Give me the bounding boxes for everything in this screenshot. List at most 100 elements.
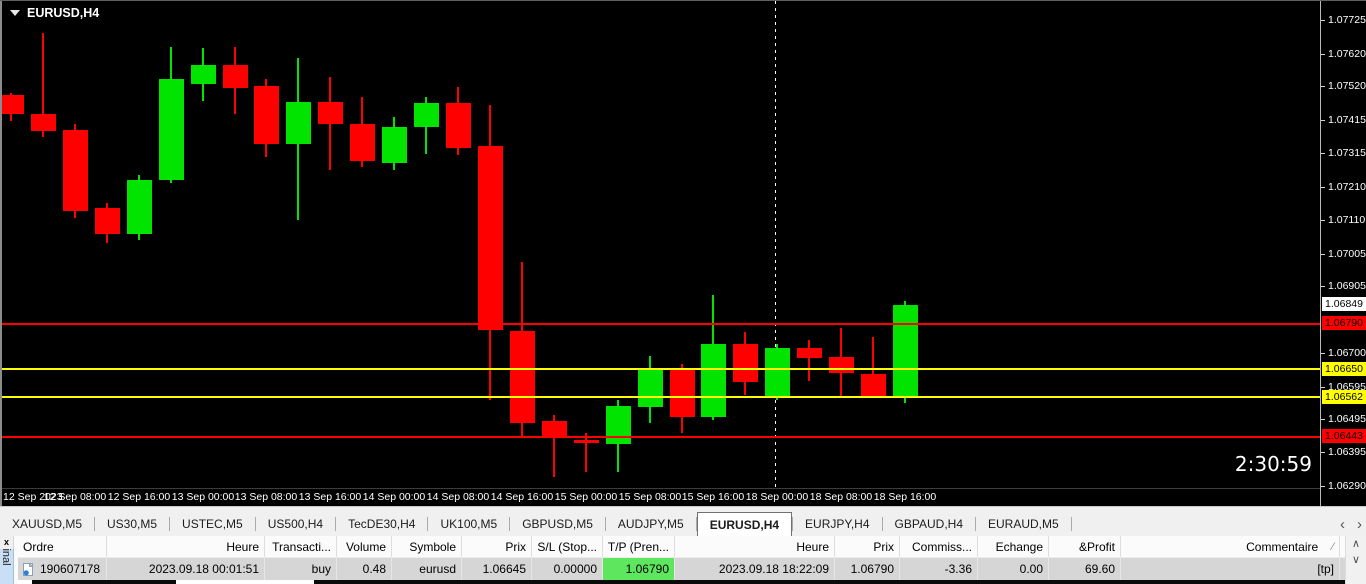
price-tick-label: 1.06290 [1328,480,1366,492]
order-cell-volume: 0.48 [337,558,392,580]
candle [382,127,407,163]
time-axis-label: 18 Sep 16:00 [873,491,937,503]
column-header-11[interactable]: Commiss... [900,536,978,557]
horizontal-level-line[interactable] [2,323,1320,325]
column-header-6[interactable]: Prix [462,536,532,557]
chart-tab-euraud-m5[interactable]: EURAUD,M5 [988,517,1059,531]
tab-divider [695,517,697,531]
tab-scroll-nav: ‹ › [1340,512,1362,536]
price-tick-label: 1.07005 [1328,248,1366,260]
chart-tab-bar: XAUUSD,M5 US30,M5 USTEC,M5 US500,H4 TecDE30,… [0,512,1366,536]
column-header-1[interactable]: Ordre [18,536,107,557]
time-axis-label: 18 Sep 08:00 [809,491,873,503]
column-header-5[interactable]: Symbole [392,536,462,557]
price-tick [1321,419,1325,420]
candle [701,344,726,417]
time-axis-label: 12 Sep 16:00 [107,491,171,503]
chart-tab-gbpusd-m5[interactable]: GBPUSD,M5 [522,517,593,531]
horizontal-level-line[interactable] [2,368,1320,370]
candle-wick [553,415,555,477]
scroll-up-icon[interactable]: ∧ [1351,538,1361,550]
column-header-10[interactable]: Prix [835,536,900,557]
order-cell-take-profit: 1.06790 [603,558,675,580]
terminal-close-button[interactable]: x [0,536,14,549]
candle [733,344,758,382]
column-header-3[interactable]: Transacti... [265,536,337,557]
tab-divider [509,517,511,531]
chart-tab-eurusd-h4[interactable]: EURUSD,H4 [696,512,793,536]
column-header-8[interactable]: T/P (Pren... [603,536,675,557]
candle [286,102,311,144]
chart-plot-area[interactable]: EURUSD,H4 2:30:59 [2,1,1320,488]
level-price-tag: 1.06562 [1322,390,1366,404]
price-tick [1321,86,1325,87]
candle [861,374,886,397]
candle [829,357,854,373]
order-cell-order-id: 190607178 [18,558,107,580]
order-row[interactable]: 190607178 2023.09.18 00:01:51 buy 0.48 eurus… [18,558,1366,580]
time-axis-label: 12 Sep 08:00 [43,491,107,503]
column-header-14[interactable]: Commentaire ∕ [1121,536,1340,557]
column-header-9[interactable]: Heure [675,536,835,557]
time-axis-label: 15 Sep 00:00 [554,491,618,503]
candle [159,79,184,180]
price-tick [1321,153,1325,154]
level-price-tag: 1.06650 [1322,362,1366,376]
price-tick [1321,353,1325,354]
column-header-12[interactable]: Echange [978,536,1049,557]
column-header-2[interactable]: Heure [107,536,265,557]
column-header-13[interactable]: &Profit [1049,536,1121,557]
chart-tab-ustec-m5[interactable]: USTEC,M5 [182,517,243,531]
candle [574,440,599,443]
partial-next-row [18,580,1345,584]
partial-row-segment [32,580,176,584]
column-header-4[interactable]: Volume [337,536,392,557]
candle [446,103,471,148]
tab-divider [604,517,606,531]
price-tick-label: 1.06395 [1328,446,1366,458]
price-tick [1321,387,1325,388]
chart-tab-us30-m5[interactable]: US30,M5 [107,517,158,531]
horizontal-level-line[interactable] [2,396,1320,398]
scroll-down-icon[interactable]: ∨ [1351,554,1361,566]
price-axis[interactable]: 1.07725 1.07620 1.07520 1.07415 1.07315 1.072… [1320,1,1366,506]
terminal-side-tab[interactable]: Terminal [0,549,14,584]
candle [2,95,24,114]
chart-tab-audjpy-m5[interactable]: AUDJPY,M5 [617,517,684,531]
candle [63,130,88,211]
chart-tab-us500-h4[interactable]: US500,H4 [267,517,324,531]
time-axis[interactable]: 12 Sep 2023 12 Sep 08:00 12 Sep 16:00 13 Se… [2,488,1320,506]
chart-tab-eurjpy-h4[interactable]: EURJPY,H4 [805,517,870,531]
terminal-side-strip: x Terminal [0,536,14,584]
order-cell-close-price: 1.06790 [835,558,900,580]
time-axis-label: 12 Sep 2023 [3,491,63,503]
time-axis-label: 14 Sep 16:00 [490,491,554,503]
candle [765,348,790,397]
tab-scroll-right-icon[interactable]: › [1357,515,1362,533]
price-tick [1321,486,1325,487]
candle [510,331,535,423]
tab-scroll-left-icon[interactable]: ‹ [1340,515,1345,533]
terminal-scrollbar[interactable]: ∧ ∨ [1345,536,1366,584]
candle [254,86,279,144]
price-tick-label: 1.07110 [1328,214,1366,226]
price-tick-label: 1.07315 [1328,147,1366,159]
chart-tab-tecde30-h4[interactable]: TecDE30,H4 [348,517,416,531]
tab-divider [169,517,171,531]
chart-tab-gbpaud-h4[interactable]: GBPAUD,H4 [894,517,963,531]
price-tick [1321,54,1325,55]
level-price-tag: 1.06443 [1322,429,1366,443]
time-axis-label: 15 Sep 16:00 [681,491,745,503]
price-tick-label: 1.06905 [1328,280,1366,292]
chart-tab-uk100-m5[interactable]: UK100,M5 [440,517,498,531]
column-header-7[interactable]: S/L (Stop... [532,536,603,557]
chart-window: EURUSD,H4 2:30:59 12 Sep 2023 12 Sep 08:0… [0,1,1366,506]
chart-symbol-label[interactable]: EURUSD,H4 [10,6,99,20]
orders-table: Ordre Heure Transacti... Volume Symbole Prix S… [14,536,1366,584]
price-tick [1321,220,1325,221]
order-cell-commission: -3.36 [900,558,978,580]
horizontal-level-line[interactable] [2,436,1320,438]
chart-tab-xauusd-m5[interactable]: XAUUSD,M5 [12,517,83,531]
price-tick-label: 1.07520 [1328,80,1366,92]
